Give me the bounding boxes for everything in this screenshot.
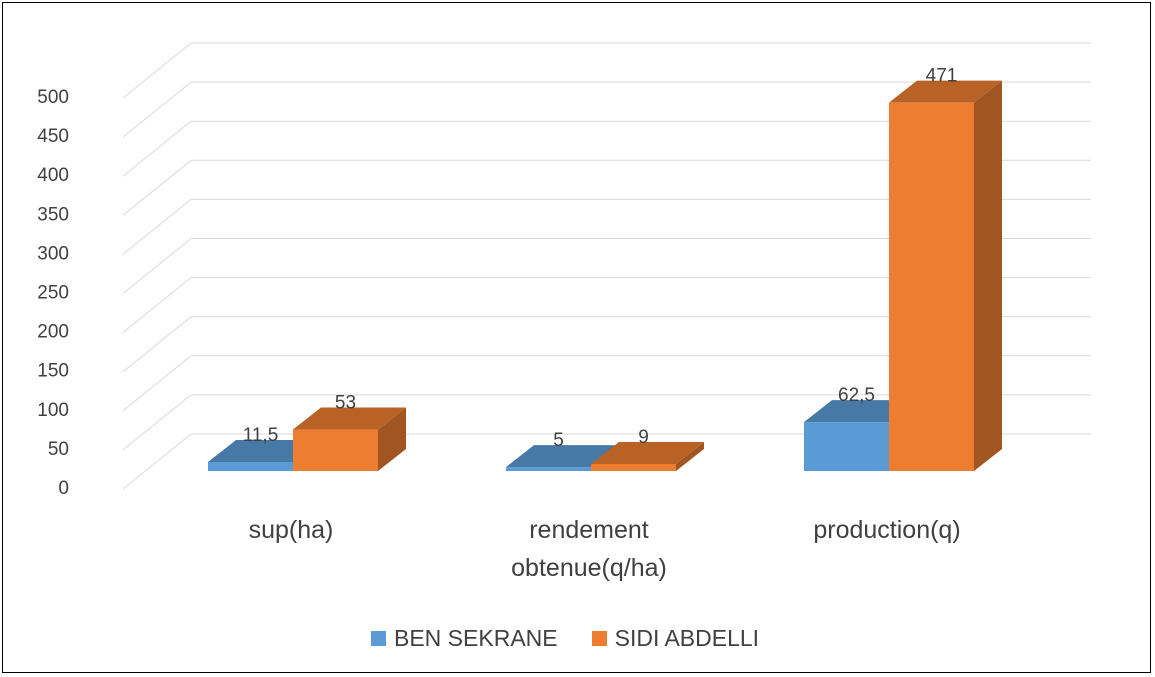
x-tick-label: sup(ha) — [248, 516, 334, 544]
bar — [293, 407, 406, 471]
y-tick-label: 350 — [37, 204, 69, 225]
data-label: 5 — [553, 430, 564, 451]
grid-line-side — [122, 277, 192, 333]
bar — [591, 441, 704, 471]
grid-line-side — [122, 120, 192, 177]
legend-label: BEN SEKRANE — [394, 624, 558, 651]
bar-side — [676, 441, 704, 471]
y-tick-label: 0 — [58, 478, 69, 499]
y-tick-label: 500 — [37, 87, 69, 108]
grid-line-side — [122, 81, 192, 138]
grid-line-side — [122, 433, 192, 490]
bar-front — [591, 463, 676, 471]
legend-item: SIDI ABDELLI — [591, 624, 760, 652]
data-label: 62,5 — [838, 385, 875, 406]
bar-top — [804, 400, 917, 423]
x-tick-label: production(q) — [813, 516, 961, 544]
grid-line-side — [122, 159, 192, 216]
bar-top — [591, 441, 704, 464]
y-tick-label: 300 — [37, 243, 69, 264]
grid-line-side — [122, 355, 192, 412]
y-tick-label: 200 — [37, 322, 69, 343]
bar — [889, 80, 1002, 471]
y-tick-label: 100 — [37, 400, 69, 421]
legend: BEN SEKRANE SIDI ABDELLI — [371, 623, 793, 653]
legend-label: SIDI ABDELLI — [614, 624, 760, 651]
x-tick-label: rendement obtenue(q/ha) — [511, 516, 667, 582]
data-label: 9 — [638, 427, 649, 448]
chart: 0 50 100 150 200 250 300 350 400 450 500 11,5 5 62,5 5… — [37, 42, 1091, 499]
grid-line-side — [122, 42, 192, 99]
y-tick-label: 250 — [37, 283, 69, 304]
y-tick-label: 400 — [37, 165, 69, 186]
bar-top — [293, 407, 406, 430]
bar-front — [506, 467, 591, 471]
bar-front — [293, 429, 378, 471]
bar-top — [889, 80, 1002, 103]
legend-item: BEN SEKRANE — [371, 625, 558, 652]
bar-top — [208, 440, 321, 463]
bar-side — [974, 80, 1002, 471]
y-tick-label: 150 — [37, 361, 69, 382]
y-tick-label: 450 — [37, 126, 69, 147]
grid-line-side — [122, 316, 192, 373]
grid-line-side — [122, 394, 192, 451]
bar-front — [804, 422, 889, 471]
bar-top — [506, 445, 619, 468]
bar-front — [208, 462, 293, 471]
grid-line-side — [122, 238, 192, 294]
bar-front — [889, 102, 974, 471]
legend-swatch — [371, 630, 386, 646]
legend-swatch — [591, 630, 607, 646]
data-label: 471 — [926, 66, 958, 87]
y-tick-label: 50 — [48, 439, 69, 460]
bar-side — [378, 407, 406, 471]
grid-line-side — [122, 199, 192, 255]
data-label: 11,5 — [243, 425, 279, 446]
data-label: 53 — [335, 393, 356, 414]
